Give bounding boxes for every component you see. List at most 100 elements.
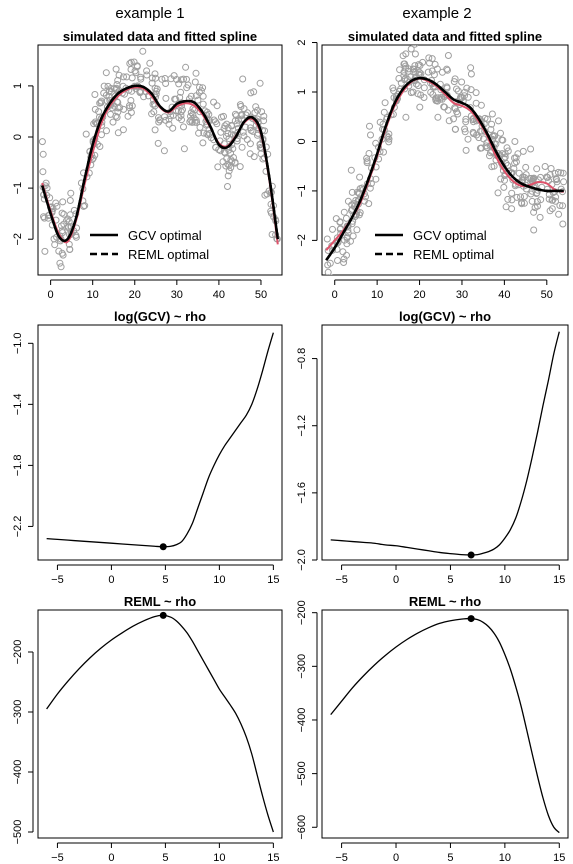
data-point xyxy=(453,108,461,116)
data-point xyxy=(192,92,200,100)
data-point xyxy=(187,109,195,117)
data-point xyxy=(344,197,352,205)
data-point xyxy=(107,88,115,96)
data-point xyxy=(177,88,185,96)
data-point xyxy=(430,71,438,79)
data-point xyxy=(178,116,185,124)
data-point xyxy=(243,136,251,143)
plot-area xyxy=(38,47,281,271)
data-point xyxy=(39,168,47,176)
x-tick-label: 15 xyxy=(267,574,279,586)
data-point xyxy=(511,138,519,145)
data-point xyxy=(461,125,469,133)
x-tick-label: 20 xyxy=(413,289,425,301)
x-tick-label: −5 xyxy=(51,574,64,586)
data-point xyxy=(504,195,512,203)
data-point xyxy=(91,91,99,98)
y-tick-label: 2 xyxy=(296,39,308,45)
data-point xyxy=(126,104,134,112)
data-point xyxy=(372,175,380,183)
y-tick-label: −1.2 xyxy=(296,415,308,437)
y-tick-label: −1.6 xyxy=(296,482,308,504)
data-point xyxy=(411,62,419,70)
y-tick-label: −2.0 xyxy=(296,549,308,571)
data-point xyxy=(365,150,373,157)
x-tick-label: −5 xyxy=(51,852,64,864)
data-point xyxy=(223,132,230,140)
gcv-curve xyxy=(325,76,564,261)
x-tick-label: 0 xyxy=(332,289,338,301)
data-point xyxy=(428,55,436,63)
data-point xyxy=(109,118,117,126)
data-point xyxy=(120,73,127,81)
data-point xyxy=(162,116,170,124)
data-point xyxy=(187,92,195,100)
data-point xyxy=(65,240,73,248)
data-point xyxy=(527,145,535,153)
scatter-points xyxy=(323,45,568,275)
x-tick-label: 30 xyxy=(171,289,183,301)
data-point xyxy=(239,128,247,136)
x-tick-label: 10 xyxy=(87,289,99,301)
y-tick-label: −400 xyxy=(12,760,24,785)
data-point xyxy=(515,169,523,177)
data-point xyxy=(414,82,422,90)
data-point xyxy=(192,69,200,77)
data-point xyxy=(114,129,122,137)
data-point xyxy=(472,89,480,97)
panel-p6: REML ~ rho −5 0 5 10 15 −600 −500 −400 −300 −200 xyxy=(296,594,569,864)
panel-title: simulated data and fitted spline xyxy=(63,29,257,44)
data-point xyxy=(152,74,160,82)
plot-area xyxy=(330,615,560,834)
legend-label: REML optimal xyxy=(413,247,494,262)
data-point xyxy=(213,102,221,110)
plot-box xyxy=(321,44,569,276)
plot-area xyxy=(46,332,274,551)
legend: GCV optimal REML optimal xyxy=(90,228,209,262)
data-point xyxy=(41,247,49,255)
data-point xyxy=(559,220,567,228)
data-point xyxy=(400,60,408,68)
data-point xyxy=(511,159,519,167)
data-point xyxy=(490,162,498,170)
x-tick-label: 10 xyxy=(213,852,225,864)
data-point xyxy=(411,50,419,58)
data-point xyxy=(59,198,67,206)
data-point xyxy=(461,88,469,96)
data-point xyxy=(234,116,242,124)
data-point xyxy=(239,75,247,83)
plot-box xyxy=(37,324,283,561)
data-point xyxy=(212,143,220,151)
data-point xyxy=(425,54,433,62)
y-tick-label: −1.0 xyxy=(12,332,24,354)
data-point xyxy=(194,96,202,104)
data-point xyxy=(113,113,121,121)
data-point xyxy=(467,64,475,72)
y-tick-label: −300 xyxy=(12,700,24,725)
data-point xyxy=(227,156,235,164)
data-point xyxy=(546,207,554,215)
plot-area xyxy=(323,45,568,275)
data-point xyxy=(519,173,527,181)
data-point xyxy=(427,88,435,96)
data-point xyxy=(467,70,475,78)
criterion-curve xyxy=(330,617,560,834)
data-point xyxy=(356,173,364,181)
data-point xyxy=(407,45,415,53)
data-point xyxy=(554,168,562,176)
data-point xyxy=(400,68,408,76)
data-point xyxy=(536,213,544,221)
plot-box xyxy=(321,609,569,839)
data-point xyxy=(514,150,522,158)
data-point xyxy=(484,115,491,123)
panel-p3: log(GCV) ~ rho −5 0 5 10 15 −2.2 −1.8 −1.4 −1.0 xyxy=(12,309,283,586)
data-point xyxy=(467,86,475,94)
data-point xyxy=(488,110,496,118)
data-point xyxy=(231,110,239,118)
data-point xyxy=(424,68,432,76)
data-point xyxy=(324,268,332,275)
legend-label: GCV optimal xyxy=(413,228,487,243)
data-point xyxy=(50,235,58,243)
data-point xyxy=(348,188,356,196)
